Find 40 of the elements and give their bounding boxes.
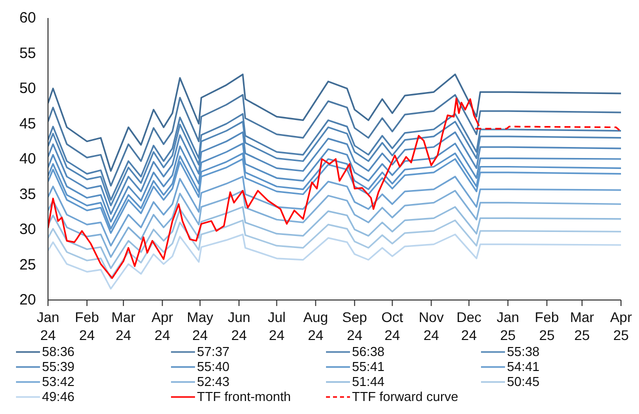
legend-label: 50:45: [507, 374, 540, 389]
y-tick-label: 45: [19, 115, 36, 132]
x-tick-label: Feb 24: [74, 309, 100, 343]
legend-label: 58:36: [42, 344, 75, 359]
y-tick-label: 20: [19, 292, 36, 308]
y-tick-label: 25: [19, 256, 36, 274]
y-tick-label: 35: [19, 186, 36, 203]
legend-label: 57:37: [197, 344, 230, 359]
legend-label: 52:43: [197, 374, 230, 389]
y-tick-label: 30: [19, 221, 36, 238]
x-tick-label: Apr 24: [151, 309, 174, 343]
x-tick-label: Nov 24: [418, 309, 444, 343]
legend-label: TTF front-month: [197, 389, 291, 404]
legend-label: 53:42: [42, 374, 75, 389]
x-tick-label: Dec 24: [456, 309, 482, 343]
legend-label: 55:41: [352, 359, 385, 374]
legend-label: 55:39: [42, 359, 75, 374]
legend-label: 54:41: [507, 359, 540, 374]
legend-label: 56:38: [352, 344, 385, 359]
x-tick-label: Jul 24: [268, 309, 286, 343]
x-tick-label: May 24: [186, 309, 214, 343]
x-tick-label: Feb 25: [534, 309, 560, 343]
legend-label: 51:44: [352, 374, 385, 389]
x-tick-label: Jan 24: [36, 309, 60, 343]
x-tick-label: Jun 24: [228, 309, 250, 343]
y-tick-label: 50: [19, 80, 36, 97]
y-tick-label: 60: [19, 10, 36, 26]
legend-label: 55:40: [197, 359, 230, 374]
x-tick-label: Mar 25: [570, 309, 594, 343]
legend-label: 49:46: [42, 389, 75, 404]
x-tick-label: Mar 24: [111, 309, 136, 343]
legend-label: 55:38: [507, 344, 540, 359]
x-tick-label: Oct 24: [381, 309, 404, 343]
x-tick-label: Apr 25: [610, 309, 632, 343]
x-tick-label: Sep 24: [342, 309, 368, 343]
y-tick-label: 40: [19, 150, 36, 168]
legend-label: TTF forward curve: [352, 389, 458, 404]
x-tick-label: Aug 24: [303, 309, 328, 343]
x-tick-label: Jan 25: [496, 309, 520, 343]
y-tick-label: 55: [19, 44, 36, 62]
